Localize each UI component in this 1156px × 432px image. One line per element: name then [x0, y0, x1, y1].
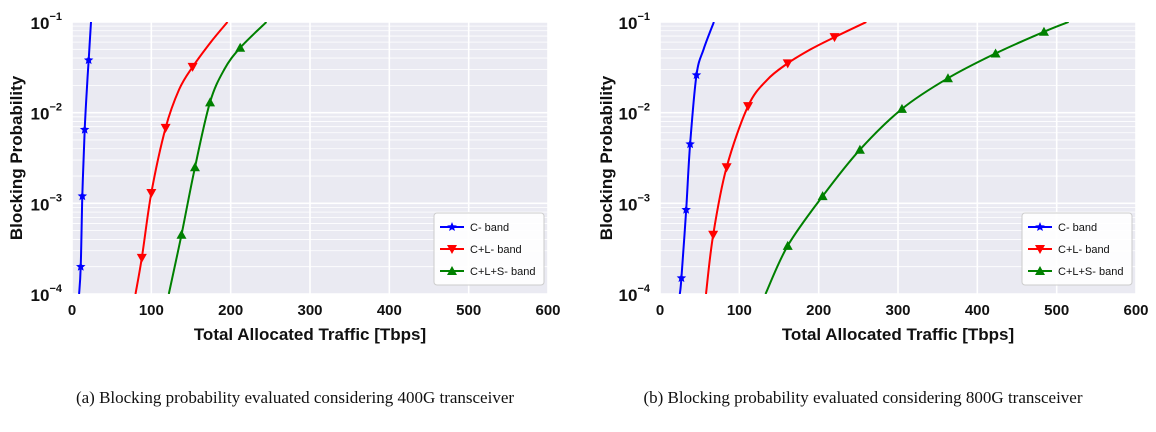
y-tick-label: 10−4	[619, 283, 651, 305]
y-tick-exponent: −2	[637, 102, 650, 114]
marker-triangle-down	[160, 123, 171, 133]
marker-triangle-down	[136, 253, 147, 263]
y-tick-exponent: −1	[637, 11, 650, 23]
y-tick-exponent: −4	[49, 283, 62, 295]
marker-triangle-up	[176, 229, 187, 239]
figure: 10−1 10−2 10−3 10−4 0 100 200 300 400 500 600 Total…	[7, 11, 1149, 344]
marker-triangle-down	[1035, 245, 1045, 254]
x-tick-label: 600	[1123, 302, 1148, 319]
marker-triangle-up	[235, 42, 246, 52]
chart-panel-a: 10−1 10−2 10−3 10−4 0 100 200 300 400 500 600 Total…	[7, 11, 561, 344]
x-tick-label: 500	[1044, 302, 1069, 319]
marker-star	[691, 70, 702, 80]
marker-triangle-up	[189, 162, 200, 172]
x-tick-label: 300	[297, 302, 322, 319]
series-c-band	[76, 22, 94, 294]
y-tick-label: 10−1	[31, 11, 62, 33]
caption-b: (b) Blocking probability evaluated consi…	[643, 388, 1083, 407]
marker-star	[447, 222, 457, 231]
x-tick-label: 200	[218, 302, 243, 319]
marker-star	[685, 139, 695, 149]
x-tick-label: 0	[656, 302, 664, 319]
marker-triangle-down	[743, 102, 754, 112]
y-tick-label: 10−2	[31, 102, 62, 124]
legend: C- band C+L- band C+L+S- band	[433, 212, 545, 286]
x-axis-label: Total Allocated Traffic [Tbps]	[782, 325, 1014, 344]
marker-triangle-up	[447, 266, 457, 275]
x-tick-label: 500	[456, 302, 481, 319]
chart-panel-b: 10−1 10−2 10−3 10−4 0 100 200 300 400 500 600 Total…	[597, 11, 1149, 344]
x-tick-label: 400	[377, 302, 402, 319]
marker-star	[76, 261, 86, 271]
y-tick-exponent: −4	[637, 283, 650, 295]
series-line	[705, 22, 867, 294]
legend-label: C- band	[1058, 222, 1097, 234]
y-tick-exponent: −1	[49, 11, 62, 23]
marker-triangle-up	[896, 103, 907, 113]
x-axis-label: Total Allocated Traffic [Tbps]	[194, 325, 426, 344]
y-tick-label: 10−3	[31, 192, 62, 214]
y-axis-label: Blocking Probability	[597, 75, 616, 240]
marker-triangle-up	[942, 73, 953, 83]
legend-label: C- band	[470, 222, 509, 234]
y-tick-label: 10−3	[619, 192, 650, 214]
legend: C- band C+L- band C+L+S- band	[1021, 212, 1133, 286]
y-axis-label: Blocking Probability	[7, 75, 26, 240]
marker-star	[83, 55, 94, 65]
y-tick-exponent: −2	[49, 102, 62, 114]
legend-label: C+L- band	[470, 244, 522, 256]
legend-box	[1021, 212, 1133, 286]
marker-triangle-up	[1035, 266, 1045, 275]
series-line	[134, 22, 229, 294]
series-c-band	[676, 22, 715, 294]
legend-label: C+L- band	[1058, 244, 1110, 256]
marker-triangle-down	[447, 245, 457, 254]
marker-triangle-up	[1038, 26, 1049, 36]
marker-triangle-up	[782, 240, 793, 250]
legend-label: C+L+S- band	[1058, 266, 1123, 278]
series-c-l-s-band	[764, 22, 1069, 294]
marker-star	[77, 191, 88, 201]
marker-triangle-up	[205, 97, 216, 107]
y-tick-exponent: −3	[637, 192, 650, 204]
series-c-l-s-band	[167, 22, 268, 294]
y-tick-exponent: −3	[49, 192, 62, 204]
marker-triangle-up	[817, 191, 828, 201]
x-tick-label: 0	[68, 302, 76, 319]
legend-box	[433, 212, 545, 286]
series-c-l-band	[134, 22, 229, 294]
marker-triangle-down	[146, 189, 157, 199]
y-tick-label: 10−1	[619, 11, 650, 33]
y-tick-label: 10−2	[619, 102, 650, 124]
y-tick-label: 10−4	[31, 283, 63, 305]
marker-triangle-down	[721, 163, 732, 173]
x-tick-label: 400	[965, 302, 990, 319]
x-tick-label: 200	[806, 302, 831, 319]
series-c-l-band	[705, 22, 867, 294]
x-tick-label: 300	[885, 302, 910, 319]
marker-triangle-up	[854, 144, 865, 154]
caption-a: (a) Blocking probability evaluated consi…	[75, 388, 515, 407]
marker-triangle-down	[187, 62, 198, 72]
marker-star	[79, 124, 90, 134]
marker-star	[681, 204, 691, 214]
x-tick-label: 100	[727, 302, 752, 319]
x-tick-label: 600	[535, 302, 560, 319]
marker-star	[676, 273, 687, 283]
legend-label: C+L+S- band	[470, 266, 535, 278]
marker-triangle-down	[708, 230, 719, 240]
marker-triangle-down	[782, 59, 793, 69]
marker-triangle-up	[990, 48, 1001, 58]
x-tick-label: 100	[139, 302, 164, 319]
marker-triangle-down	[829, 33, 840, 43]
marker-star	[1035, 222, 1045, 231]
